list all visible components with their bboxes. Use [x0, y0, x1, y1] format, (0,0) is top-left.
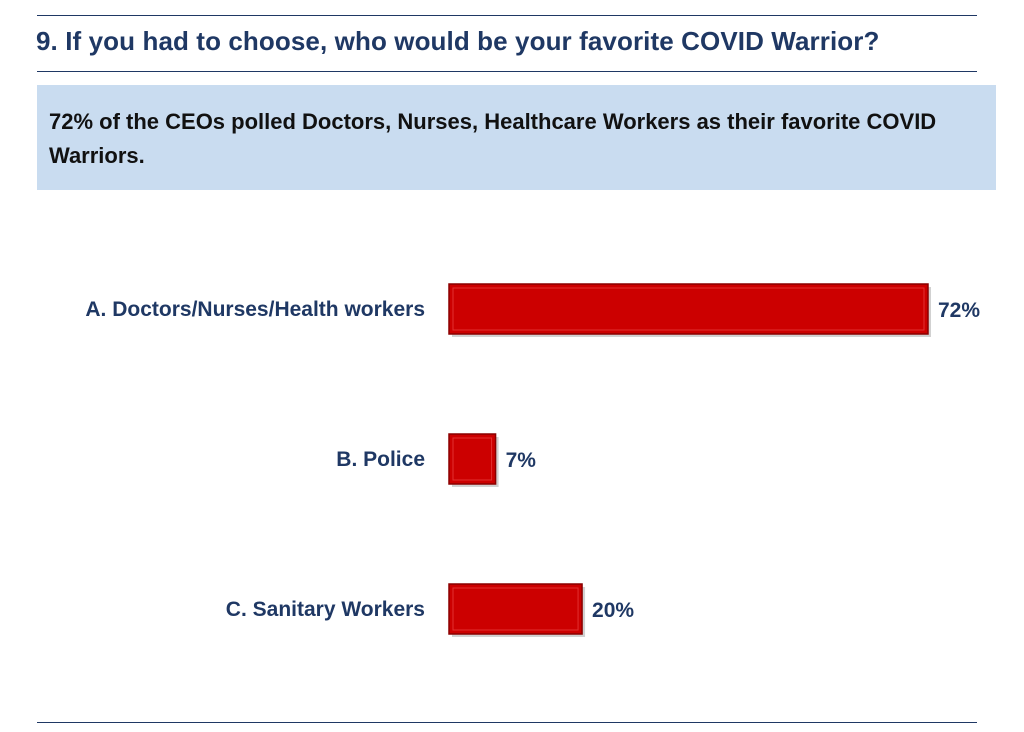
- category-label: A. Doctors/Nurses/Health workers: [85, 298, 425, 321]
- bar-bevel: [452, 287, 925, 331]
- bottom-rule: [37, 722, 977, 723]
- summary-callout: 72% of the CEOs polled Doctors, Nurses, …: [37, 85, 996, 190]
- question-title: 9. If you had to choose, who would be yo…: [36, 26, 880, 56]
- value-label: 72%: [938, 299, 980, 322]
- bar-chart: A. Doctors/Nurses/Health workers 72% B. Po…: [85, 283, 980, 637]
- top-rule: [37, 15, 977, 16]
- category-label: C. Sanitary Workers: [226, 598, 425, 621]
- bar-2: [448, 433, 497, 485]
- bar-bevel: [452, 437, 493, 481]
- value-label: 20%: [592, 599, 634, 622]
- chart-marks-group: A. Doctors/Nurses/Health workers 72% B. Po…: [85, 283, 980, 637]
- title-underline-rule: [37, 71, 977, 72]
- bar-bevel: [452, 587, 579, 631]
- bar-1: [448, 283, 929, 335]
- summary-text: 72% of the CEOs polled Doctors, Nurses, …: [49, 109, 937, 168]
- category-label: B. Police: [336, 448, 425, 471]
- value-label: 7%: [506, 449, 537, 472]
- bar-3: [448, 583, 583, 635]
